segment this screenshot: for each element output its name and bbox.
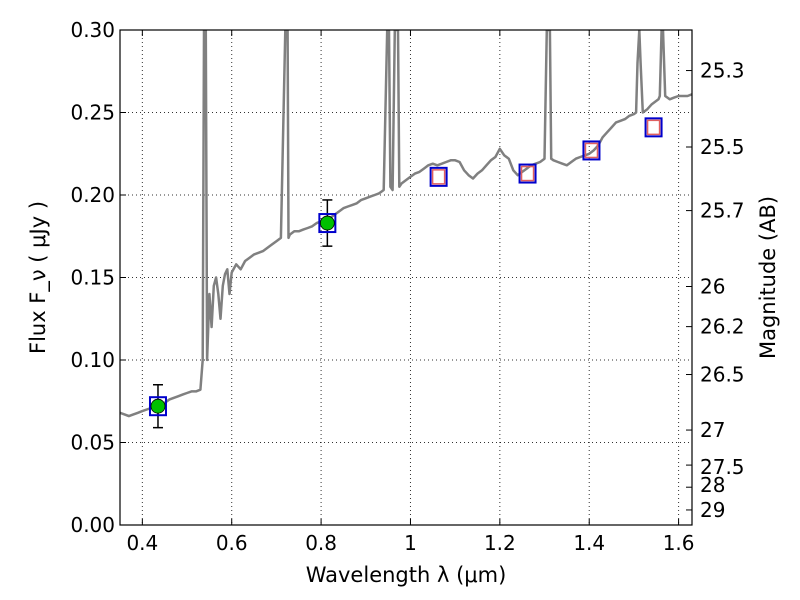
magnitude-tick-label: 29 <box>700 498 725 522</box>
magnitude-tick-label: 28 <box>700 473 725 497</box>
magnitude-tick-label: 27 <box>700 418 725 442</box>
x-tick-label: 0.4 <box>126 531 158 555</box>
y-tick-label: 0.20 <box>70 183 115 207</box>
grid-layer <box>120 30 692 525</box>
x-tick-label: 1 <box>404 531 417 555</box>
ticks-layer: 0.4 0.6 0.8 1 1.2 1.4 1.6 0.00 0.05 0.10 0.15 0.20 0… <box>70 18 744 555</box>
plot-layer <box>120 30 692 429</box>
y-tick-label: 0.00 <box>70 513 115 537</box>
y-tick-label: 0.30 <box>70 18 115 42</box>
model-photometry-square <box>429 166 448 187</box>
x-tick-label: 1.6 <box>663 531 695 555</box>
magnitude-tick-label: 25.5 <box>700 135 745 159</box>
model-photometry-square <box>582 140 601 161</box>
model-photometry-square <box>644 117 663 138</box>
observed-photometry-point <box>150 398 166 414</box>
y-axis-label-left: Flux F_ν ( μJy ) <box>26 201 51 354</box>
x-tick-label: 0.6 <box>216 531 248 555</box>
magnitude-tick-label: 26 <box>700 275 725 299</box>
predicted-photometry-square <box>646 119 661 136</box>
x-tick-label: 1.4 <box>573 531 605 555</box>
model-photometry-square <box>148 396 167 417</box>
predicted-photometry-square <box>520 165 535 182</box>
y-tick-label: 0.15 <box>70 266 115 290</box>
x-axis-label: Wavelength λ (μm) <box>306 563 507 587</box>
y-tick-label: 0.25 <box>70 101 115 125</box>
predicted-photometry-square <box>584 142 599 159</box>
y-tick-label: 0.10 <box>70 348 115 372</box>
sed-model-line <box>120 30 692 418</box>
magnitude-tick-label: 26.2 <box>700 315 745 339</box>
predicted-photometry-square <box>431 169 446 185</box>
x-tick-label: 1.2 <box>484 531 516 555</box>
magnitude-tick-label: 26.5 <box>700 363 745 387</box>
magnitude-tick-label: 25.7 <box>700 199 745 223</box>
magnitude-tick-label: 25.3 <box>700 59 745 83</box>
y-tick-label: 0.05 <box>70 431 115 455</box>
model-photometry-square <box>318 213 337 234</box>
observed-photometry-point <box>319 215 335 231</box>
x-tick-label: 0.8 <box>305 531 337 555</box>
model-photometry-square <box>518 163 537 184</box>
magnitude-tick-label: 27.5 <box>700 455 745 479</box>
y-axis-label-right: Magnitude (AB) <box>756 196 780 359</box>
